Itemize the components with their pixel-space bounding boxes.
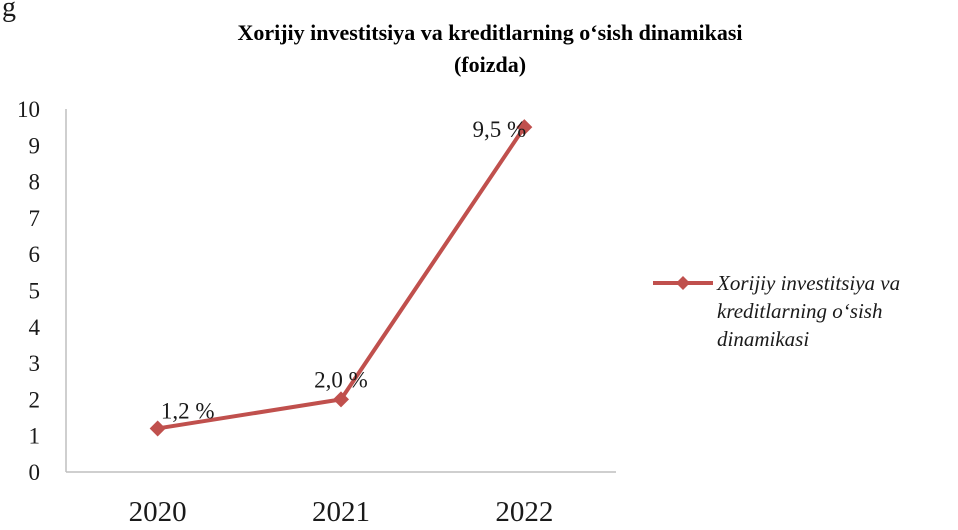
- y-tick-label-2: 2: [29, 387, 41, 412]
- legend-label-line-3: dinamikasi: [717, 327, 809, 351]
- chart-title-line-1: Xorijiy investitsiya va kreditlarning o‘…: [237, 20, 742, 45]
- y-tick-label-6: 6: [29, 242, 41, 267]
- x-tick-label-2021: 2021: [312, 496, 370, 525]
- legend-label-line-2: kreditlarning o‘sish: [717, 299, 882, 323]
- y-tick-label-3: 3: [29, 351, 41, 376]
- x-tick-label-2022: 2022: [495, 496, 553, 525]
- y-tick-label-0: 0: [29, 460, 41, 485]
- y-tick-label-10: 10: [17, 97, 40, 122]
- y-tick-label-4: 4: [29, 315, 41, 340]
- data-label-2022: 9,5 %: [472, 117, 526, 142]
- legend: Xorijiy investitsiya va kreditlarning o‘s…: [653, 271, 900, 351]
- data-labels: 1,2 % 2,0 % 9,5 %: [161, 117, 526, 423]
- data-label-2021: 2,0 %: [314, 367, 368, 392]
- y-tick-label-9: 9: [29, 133, 41, 158]
- y-tick-label-7: 7: [29, 206, 41, 231]
- data-point-2020: [149, 420, 166, 437]
- x-tick-label-2020: 2020: [129, 496, 187, 525]
- series-layer: [149, 119, 533, 437]
- data-point-2022: [516, 119, 533, 136]
- y-tick-label-8: 8: [29, 170, 41, 195]
- y-tick-label-1: 1: [29, 424, 41, 449]
- y-tick-label-5: 5: [29, 279, 41, 304]
- legend-marker-swatch: [676, 276, 690, 290]
- y-axis-ticks: 0 1 2 3 4 5 6 7 8 9 10: [17, 97, 41, 485]
- cropped-text-fragment: g: [2, 0, 16, 23]
- data-label-2020: 1,2 %: [161, 398, 215, 423]
- legend-label-line-1: Xorijiy investitsiya va: [716, 271, 900, 295]
- chart-title-line-2: (foizda): [454, 52, 526, 77]
- x-axis-ticks: 2020 2021 2022: [129, 496, 554, 528]
- data-point-2021: [333, 391, 349, 408]
